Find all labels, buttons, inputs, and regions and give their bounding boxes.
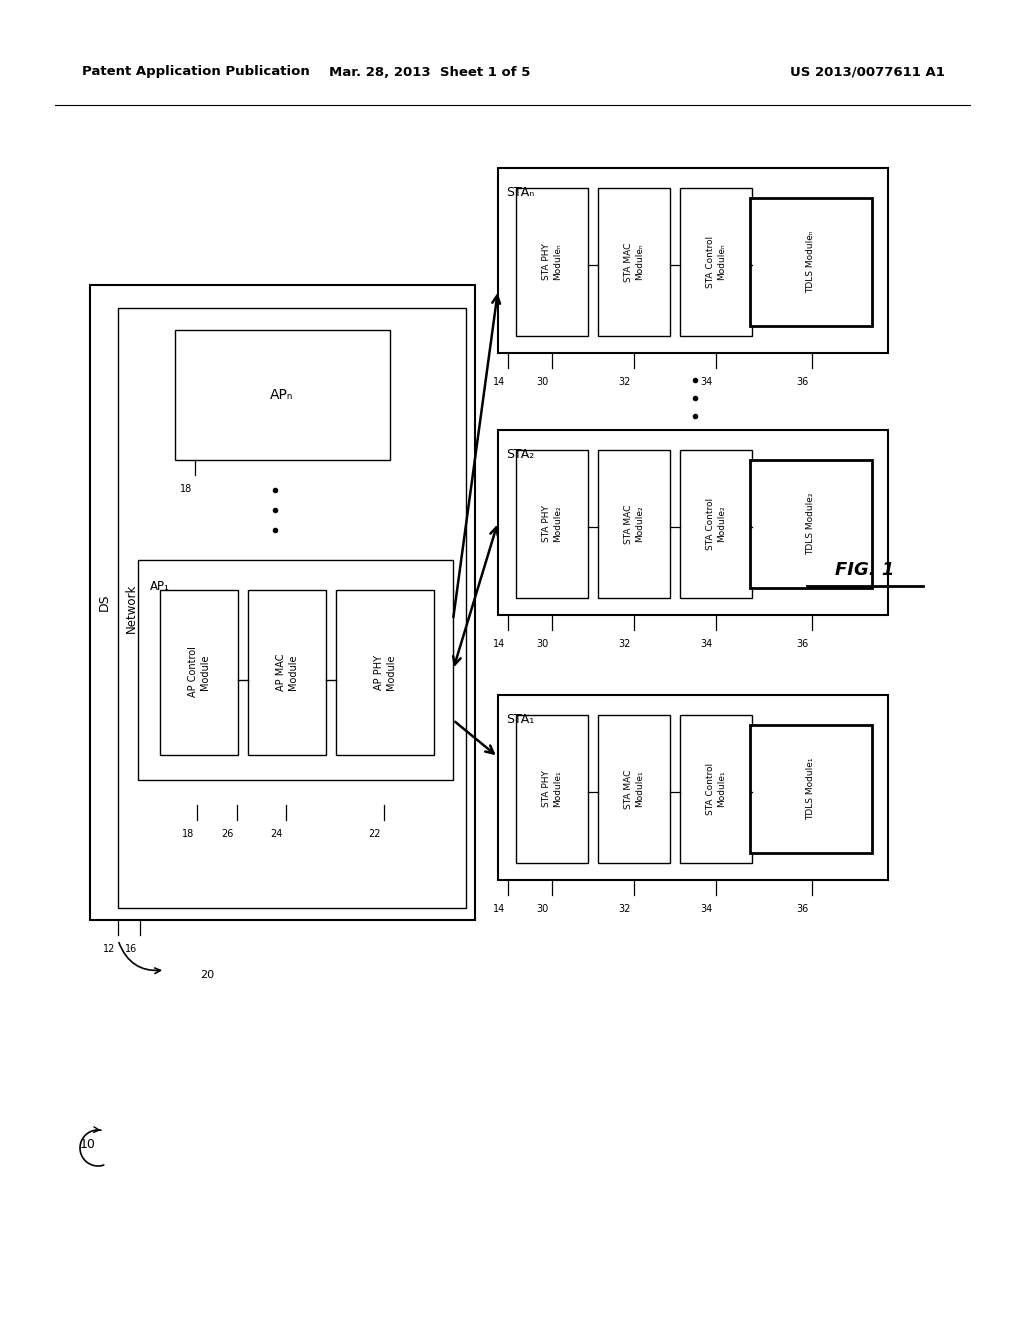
Text: STA MAC
Moduleₙ: STA MAC Moduleₙ	[625, 243, 644, 281]
Text: 32: 32	[618, 378, 631, 387]
Text: STA₂: STA₂	[506, 447, 535, 461]
Text: 32: 32	[618, 904, 631, 913]
Text: 18: 18	[180, 484, 193, 494]
Bar	[498, 430, 888, 615]
Text: STA PHY
Module₂: STA PHY Module₂	[543, 506, 562, 543]
Text: 18: 18	[181, 829, 194, 840]
Text: STA PHY
Module₁: STA PHY Module₁	[543, 771, 562, 808]
Bar	[598, 715, 670, 863]
Bar	[598, 450, 670, 598]
Text: 36: 36	[797, 639, 809, 649]
Text: 20: 20	[200, 970, 214, 979]
Text: 10: 10	[80, 1138, 96, 1151]
Text: AP MAC
Module: AP MAC Module	[276, 653, 298, 690]
Bar	[680, 187, 752, 337]
Text: AP PHY
Module: AP PHY Module	[374, 655, 396, 690]
Text: STA MAC
Module₁: STA MAC Module₁	[625, 770, 644, 809]
Text: 16: 16	[125, 944, 137, 954]
Text: 22: 22	[369, 829, 381, 840]
Text: 30: 30	[537, 378, 549, 387]
Text: 30: 30	[537, 904, 549, 913]
Text: STA Control
Module₁: STA Control Module₁	[707, 763, 726, 814]
Text: 26: 26	[221, 829, 234, 840]
Text: 34: 34	[700, 904, 713, 913]
Text: STA Control
Module₂: STA Control Module₂	[707, 498, 726, 550]
Bar	[160, 590, 238, 755]
Bar	[175, 330, 390, 459]
Bar	[680, 715, 752, 863]
Text: STA PHY
Moduleₙ: STA PHY Moduleₙ	[543, 244, 562, 280]
Bar	[138, 560, 453, 780]
Bar	[750, 459, 872, 587]
Bar	[516, 450, 588, 598]
Text: US 2013/0077611 A1: US 2013/0077611 A1	[791, 66, 945, 78]
Text: TDLS Moduleₙ: TDLS Moduleₙ	[807, 231, 815, 293]
Bar	[118, 308, 466, 908]
Text: Mar. 28, 2013  Sheet 1 of 5: Mar. 28, 2013 Sheet 1 of 5	[330, 66, 530, 78]
Text: DS: DS	[97, 593, 111, 611]
Text: 30: 30	[537, 639, 549, 649]
Text: AP₁: AP₁	[150, 579, 170, 593]
Bar	[680, 450, 752, 598]
Text: 34: 34	[700, 639, 713, 649]
Text: STAₙ: STAₙ	[506, 186, 535, 199]
Text: 36: 36	[797, 378, 809, 387]
Text: 32: 32	[618, 639, 631, 649]
Bar	[598, 187, 670, 337]
Bar	[516, 187, 588, 337]
Text: STA Control
Moduleₙ: STA Control Moduleₙ	[707, 236, 726, 288]
Bar	[90, 285, 475, 920]
Text: Network: Network	[125, 583, 137, 632]
Text: 12: 12	[102, 944, 115, 954]
Text: FIG. 1: FIG. 1	[836, 561, 895, 579]
Text: TDLS Module₁: TDLS Module₁	[807, 758, 815, 820]
Text: APₙ: APₙ	[270, 388, 294, 403]
Text: 24: 24	[270, 829, 283, 840]
Bar	[498, 696, 888, 880]
Bar	[336, 590, 434, 755]
Text: STA₁: STA₁	[506, 713, 535, 726]
Bar	[248, 590, 326, 755]
Text: 14: 14	[493, 639, 505, 649]
Text: 14: 14	[493, 904, 505, 913]
Text: TDLS Module₂: TDLS Module₂	[807, 492, 815, 556]
Bar	[750, 198, 872, 326]
Text: 36: 36	[797, 904, 809, 913]
Text: STA MAC
Module₂: STA MAC Module₂	[625, 504, 644, 544]
Text: 34: 34	[700, 378, 713, 387]
Text: 14: 14	[493, 378, 505, 387]
Text: AP Control
Module: AP Control Module	[188, 647, 210, 697]
Bar	[498, 168, 888, 352]
Bar	[516, 715, 588, 863]
Bar	[750, 725, 872, 853]
Text: Patent Application Publication: Patent Application Publication	[82, 66, 309, 78]
